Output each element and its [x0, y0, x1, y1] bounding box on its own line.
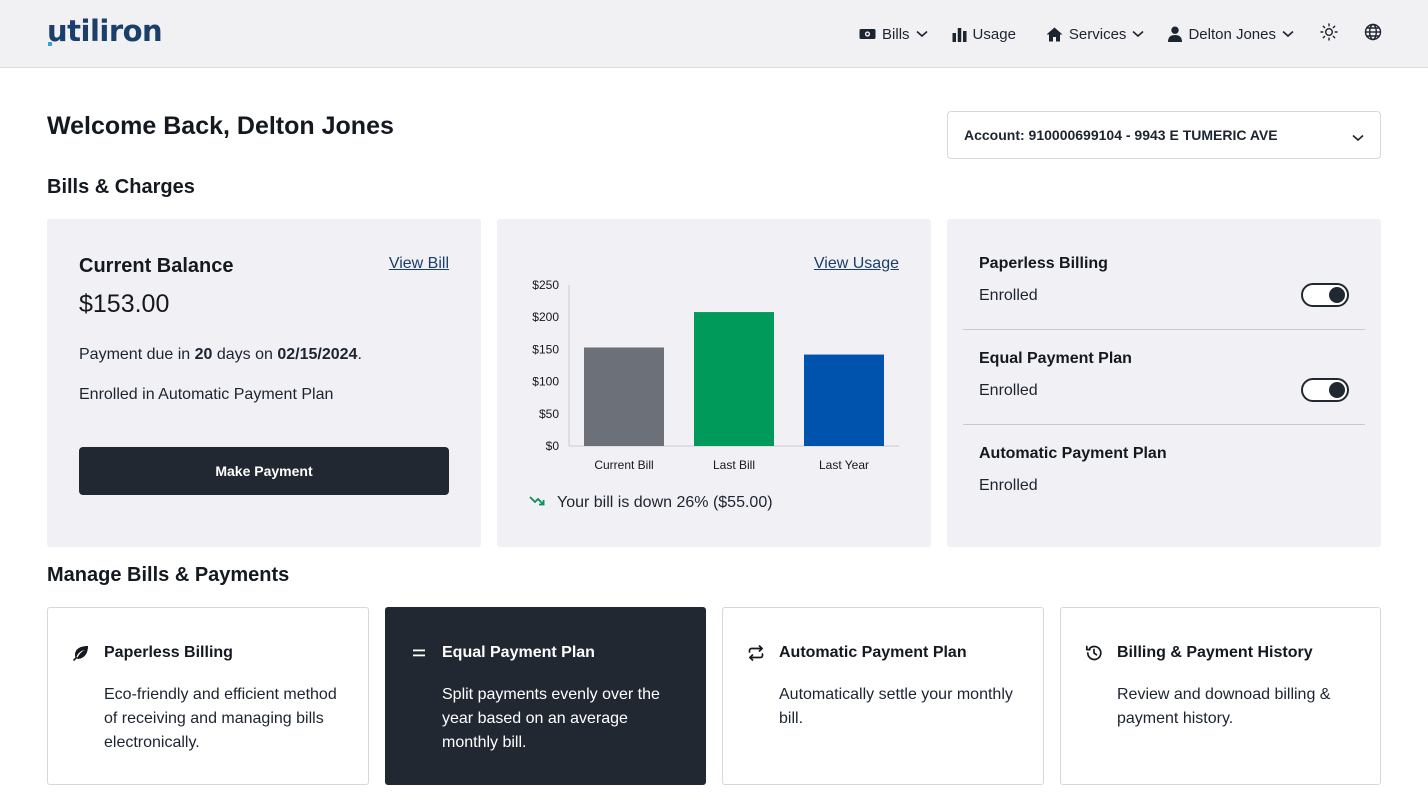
tile-title: Billing & Payment History [1117, 644, 1313, 661]
home-icon [1046, 27, 1063, 42]
nav-services[interactable]: Services [1046, 26, 1145, 43]
tile-equal-payment-plan[interactable]: Equal Payment Plan Split payments evenly… [385, 607, 706, 785]
theme-toggle-button[interactable] [1320, 22, 1338, 46]
bill-trend-text: Your bill is down 26% ($55.00) [557, 494, 773, 511]
bills-charges-heading: Bills & Charges [47, 176, 195, 198]
language-button[interactable] [1364, 23, 1382, 46]
tile-description: Automatically settle your monthly bill. [779, 686, 1013, 727]
nav-bills-label: Bills [882, 25, 910, 43]
logo-accent [48, 42, 52, 46]
view-usage-link[interactable]: View Usage [813, 255, 899, 272]
tile-paperless-billing[interactable]: Paperless Billing Eco-friendly and effic… [47, 607, 369, 785]
y-tick-label: $250 [532, 278, 559, 292]
utiliron-logo[interactable]: utiliron [47, 14, 163, 48]
tile-title: Equal Payment Plan [442, 644, 595, 661]
y-tick-label: $50 [539, 407, 559, 421]
bill-comparison-chart: $0 $50 $100 $150 $200 $250 Current Bill Last Bi… [532, 278, 899, 472]
divider [963, 424, 1365, 425]
current-balance-title: Current Balance [79, 255, 234, 277]
x-tick-label: Last Year [819, 458, 869, 472]
tile-description: Review and downoad billing & payment his… [1117, 686, 1331, 727]
due-days: 20 [194, 346, 213, 363]
account-selector[interactable]: Account: 910000699104 - 9943 E TUMERIC A… [947, 111, 1381, 159]
x-tick-label: Current Bill [594, 458, 653, 472]
nav-services-label: Services [1068, 25, 1127, 43]
program-status-paperless: Enrolled [979, 287, 1038, 304]
toggle-knob [1329, 287, 1345, 303]
x-tick-label: Last Bill [713, 458, 755, 472]
y-tick-label: $200 [532, 310, 559, 324]
make-payment-button[interactable]: Make Payment [79, 447, 449, 495]
cash-icon [859, 27, 876, 41]
due-mid: days on [212, 346, 278, 363]
globe-icon [1364, 23, 1382, 46]
user-icon [1168, 26, 1183, 42]
y-tick-label: $150 [532, 342, 559, 356]
sun-icon [1320, 22, 1338, 46]
equals-icon [410, 644, 428, 667]
nav-user-label: Delton Jones [1188, 25, 1276, 43]
autopay-status-text: Enrolled in Automatic Payment Plan [79, 386, 334, 403]
equal-payment-toggle[interactable] [1301, 378, 1349, 402]
bill-comparison-card: View Usage $0 $50 $100 $150 $200 $250 Current … [497, 219, 931, 547]
bar [584, 347, 664, 446]
leaf-icon [72, 644, 90, 667]
tile-description: Split payments evenly over the year base… [442, 686, 660, 751]
bill-trend: Your bill is down 26% ($55.00) [529, 494, 773, 512]
y-tick-label: $100 [532, 375, 559, 389]
paperless-billing-toggle[interactable] [1301, 283, 1349, 307]
current-balance-card: Current Balance View Bill $153.00 Paymen… [47, 219, 481, 547]
tile-billing-payment-history[interactable]: Billing & Payment History Review and dow… [1060, 607, 1381, 785]
chevron-down-icon [916, 30, 928, 38]
welcome-heading: Welcome Back, Delton Jones [47, 112, 394, 140]
trending-down-icon [529, 494, 557, 512]
nav-user-menu[interactable]: Delton Jones [1168, 26, 1294, 43]
history-icon [1085, 644, 1103, 667]
toggle-knob [1329, 382, 1345, 398]
bar-chart-icon [952, 27, 967, 42]
manage-bills-heading: Manage Bills & Payments [47, 564, 290, 586]
bar [804, 354, 884, 446]
balance-amount: $153.00 [79, 290, 170, 318]
main-nav: Bills Usage Services Delton Jones [835, 0, 1382, 68]
tile-description: Eco-friendly and efficient method of rec… [104, 686, 337, 751]
tile-automatic-payment-plan[interactable]: Automatic Payment Plan Automatically set… [722, 607, 1044, 785]
nav-usage[interactable]: Usage [952, 26, 1022, 43]
divider [963, 329, 1365, 330]
program-title-paperless: Paperless Billing [979, 255, 1108, 272]
chevron-down-icon [1282, 30, 1294, 38]
tile-title: Paperless Billing [104, 644, 233, 661]
program-status-equal: Enrolled [979, 382, 1038, 399]
enrollment-status-card: Paperless Billing Enrolled Equal Payment… [947, 219, 1381, 547]
program-status-autopay: Enrolled [979, 477, 1038, 494]
y-tick-label: $0 [546, 439, 560, 453]
repeat-icon [747, 644, 765, 667]
program-title-autopay: Automatic Payment Plan [979, 445, 1167, 462]
nav-bills[interactable]: Bills [859, 26, 928, 43]
chevron-down-icon [1352, 129, 1364, 145]
due-suffix: . [357, 346, 362, 363]
tile-title: Automatic Payment Plan [779, 644, 967, 661]
nav-usage-label: Usage [972, 25, 1016, 43]
bar [694, 312, 774, 446]
program-title-equal: Equal Payment Plan [979, 350, 1132, 367]
due-prefix: Payment due in [79, 346, 195, 363]
view-bill-link[interactable]: View Bill [388, 255, 449, 272]
account-selector-label: Account: 910000699104 - 9943 E TUMERIC A… [964, 127, 1278, 143]
top-navigation-bar: utiliron Bills Usage Services [0, 0, 1428, 68]
due-date: 02/15/2024 [277, 346, 358, 363]
payment-due-text: Payment due in 20 days on 02/15/2024. [79, 346, 362, 364]
chevron-down-icon [1132, 30, 1144, 38]
